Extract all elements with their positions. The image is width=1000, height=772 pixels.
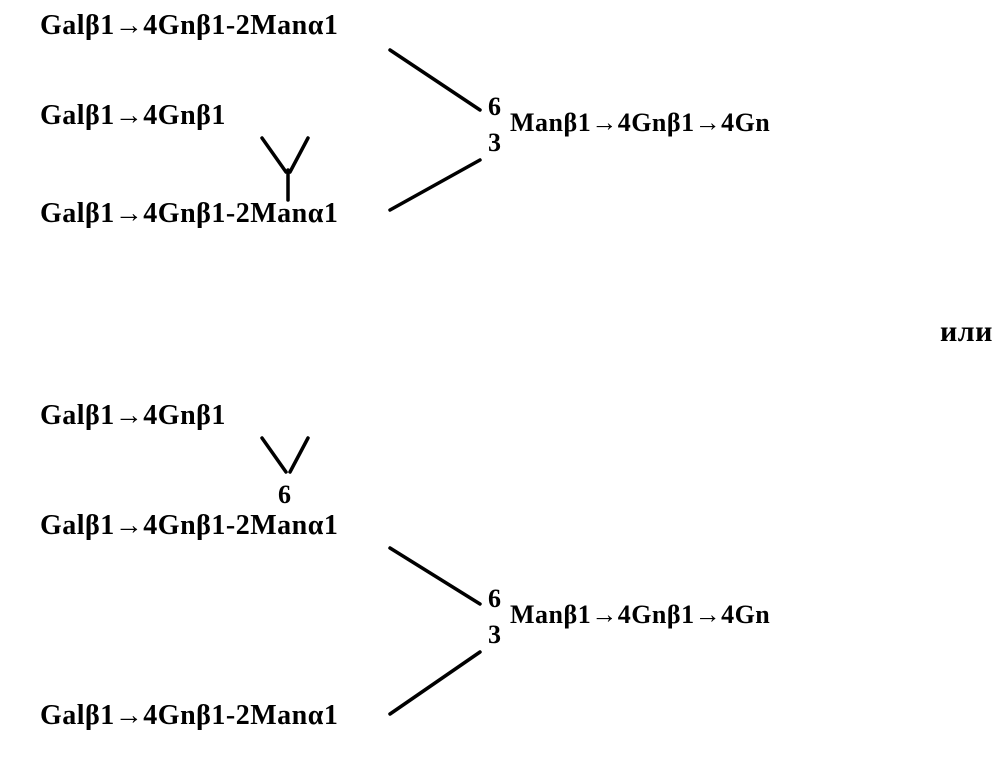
s2-bisect-left [262,438,286,472]
s1-line-bottom [390,160,480,210]
s2-bisect-right [290,438,308,472]
s1-line-top [390,50,480,110]
glycan-structure-diagram: { "structure1": { "branch_top": { "text"… [0,0,1000,772]
s1-bisect-right [290,138,308,172]
connector-lines [0,0,1000,772]
s1-bisect-left [262,138,286,172]
s2-line-bottom [390,652,480,714]
s2-line-top [390,548,480,604]
